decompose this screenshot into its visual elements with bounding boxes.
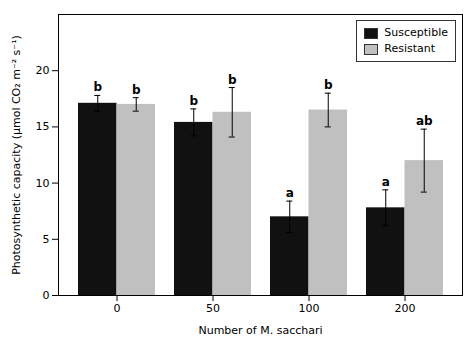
svg-text:Number of M. sacchari: Number of M. sacchari: [198, 324, 322, 337]
svg-text:b: b: [324, 78, 333, 92]
html-text:Susceptible: Susceptible: [384, 26, 448, 39]
svg-text:Photosynthetic capacity (μmol: Photosynthetic capacity (μmol CO₂ m⁻² s⁻…: [10, 35, 23, 275]
svg-text:15: 15: [36, 120, 50, 133]
svg-text:b: b: [228, 73, 237, 87]
svg-text:100: 100: [299, 302, 320, 315]
svg-text:20: 20: [36, 64, 50, 77]
svg-text:0: 0: [114, 302, 121, 315]
svg-text:200: 200: [395, 302, 416, 315]
svg-text:ab: ab: [416, 114, 433, 128]
svg-text:a: a: [286, 186, 294, 200]
svg-text:5: 5: [43, 233, 50, 246]
svg-text:10: 10: [36, 177, 50, 190]
svg-text:b: b: [93, 80, 102, 94]
svg-text:a: a: [382, 175, 390, 189]
html-text:Resistant: Resistant: [384, 42, 436, 55]
svg-text:0: 0: [43, 289, 50, 302]
svg-text:b: b: [189, 94, 198, 108]
svg-text:50: 50: [206, 302, 220, 315]
svg-text:b: b: [132, 83, 141, 97]
